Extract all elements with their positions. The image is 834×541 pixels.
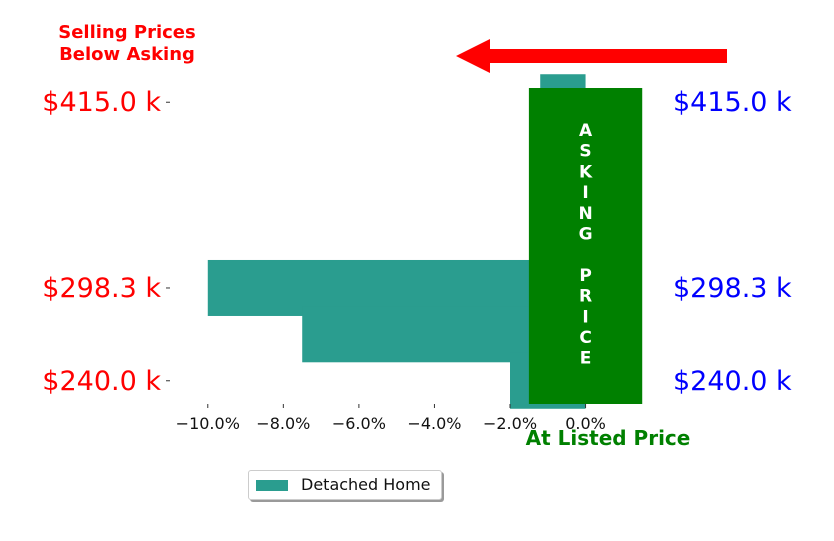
asking-price-letter: S (579, 142, 591, 162)
x-tick-label: −10.0% (176, 414, 240, 433)
below-asking-label: Selling Prices (58, 22, 195, 43)
left-arrow-icon (456, 39, 727, 73)
below-asking-label: Below Asking (59, 44, 195, 65)
x-tick-label: 0.0% (565, 414, 606, 433)
asking-price-letter: G (579, 225, 593, 245)
asking-price-letter: R (579, 287, 592, 307)
x-tick-label: −2.0% (483, 414, 537, 433)
legend: Detached Home (248, 470, 442, 500)
asking-price-letter: P (579, 266, 591, 286)
x-tick-label: −4.0% (407, 414, 461, 433)
asking-price-letter: I (582, 183, 588, 203)
x-tick-label: −6.0% (332, 414, 386, 433)
y-axis-left: $415.0 k $298.3 k $240.0 k (42, 87, 170, 397)
bars-layer (207, 74, 586, 409)
y-axis-right: $415.0 k $298.3 k $240.0 k (673, 87, 792, 397)
y-tick-label-left: $298.3 k (42, 273, 161, 304)
asking-price-letter: C (579, 328, 591, 348)
y-tick-label-right: $415.0 k (673, 87, 792, 118)
asking-price-letter: A (579, 121, 593, 141)
legend-swatch (256, 480, 288, 491)
y-tick-label-left: $240.0 k (42, 366, 161, 397)
asking-price-letter: N (578, 204, 592, 224)
y-tick-label-right: $298.3 k (673, 273, 792, 304)
x-tick-label: −8.0% (256, 414, 310, 433)
x-axis: −10.0% −8.0% −6.0% −4.0% −2.0% 0.0% (176, 404, 606, 433)
asking-price-letter: E (580, 349, 592, 369)
asking-price-letter: K (579, 162, 593, 182)
y-tick-label-left: $415.0 k (42, 87, 161, 118)
asking-price-letter: I (582, 307, 588, 327)
legend-label: Detached Home (301, 475, 431, 494)
asking-price-rect (528, 88, 643, 404)
at-listed-price-label: At Listed Price (526, 426, 691, 450)
y-tick-label-right: $240.0 k (673, 366, 792, 397)
